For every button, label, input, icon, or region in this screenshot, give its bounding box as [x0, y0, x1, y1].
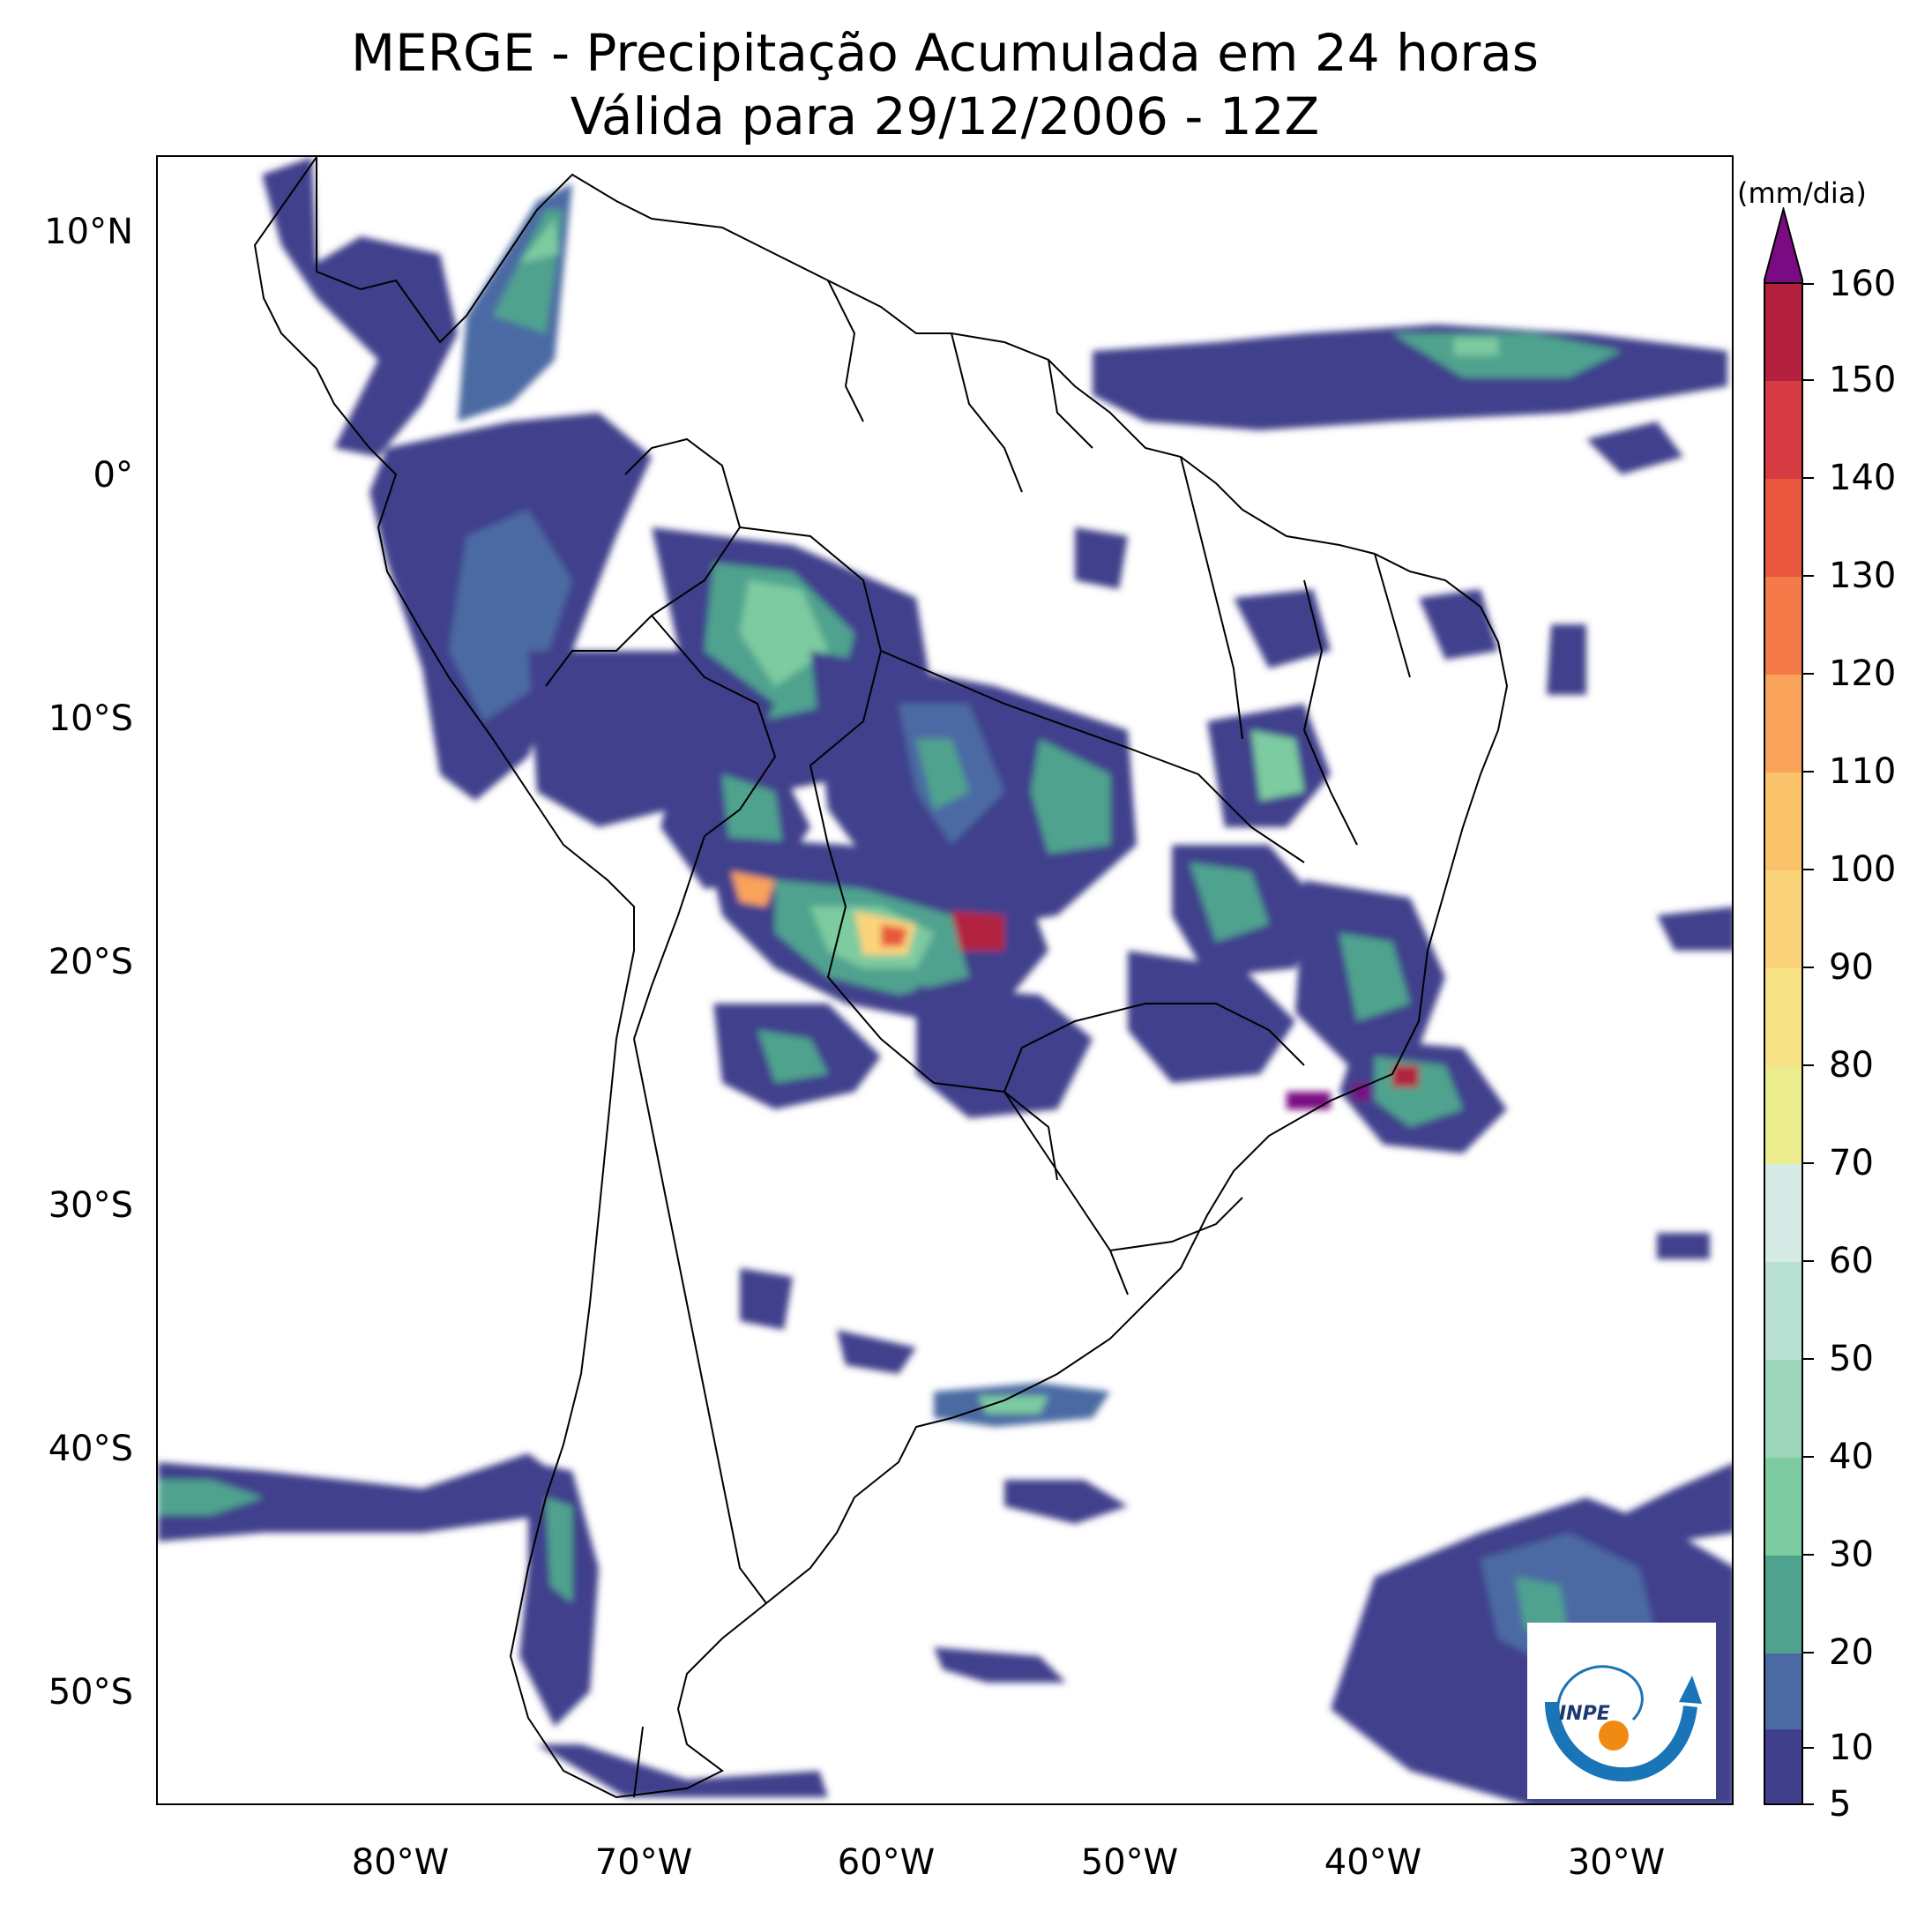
colorbar-tick-60: 60: [1829, 1241, 1874, 1281]
lat-label-0: 0°: [93, 455, 133, 496]
colorbar-tick-70: 70: [1829, 1143, 1874, 1183]
chart-title: MERGE - Precipitação Acumulada em 24 hor…: [351, 23, 1539, 83]
lon-label-80w: 80°W: [351, 1842, 450, 1883]
colorbar-levels: [1764, 283, 1803, 1805]
colorbar-tick-mark: [1803, 1260, 1814, 1262]
lon-label-40w: 40°W: [1324, 1842, 1422, 1883]
colorbar-tick-mark: [1803, 1652, 1814, 1653]
colorbar-tick-120: 120: [1829, 653, 1897, 694]
colorbar-tick-mark: [1803, 1554, 1814, 1556]
colorbar-tick-mark: [1803, 1064, 1814, 1066]
colorbar-tick-mark: [1803, 575, 1814, 577]
lon-label-30w: 30°W: [1567, 1842, 1666, 1883]
lon-label-70w: 70°W: [594, 1842, 693, 1883]
lat-label-40s: 40°S: [48, 1429, 133, 1469]
lon-label-60w: 60°W: [837, 1842, 936, 1883]
colorbar-tick-mark: [1803, 283, 1814, 285]
chart-subtitle: Válida para 29/12/2006 - 12Z: [570, 86, 1320, 146]
colorbar-tick-mark: [1803, 673, 1814, 675]
colorbar-tick-100: 100: [1829, 849, 1897, 890]
colorbar-unit: (mm/dia): [1737, 176, 1867, 210]
lat-label-30s: 30°S: [48, 1185, 133, 1226]
colorbar-tick-mark: [1803, 967, 1814, 968]
colorbar-tick-5: 5: [1829, 1784, 1852, 1825]
inpe-logo-text: INPE: [1559, 1703, 1610, 1725]
colorbar-tick-mark: [1803, 771, 1814, 773]
colorbar-tick-80: 80: [1829, 1045, 1874, 1086]
colorbar-tick-160: 160: [1829, 264, 1897, 304]
colorbar-tick-10: 10: [1829, 1728, 1874, 1768]
lat-label-10s: 10°S: [48, 698, 133, 739]
colorbar-tick-mark: [1803, 1162, 1814, 1164]
lat-label-20s: 20°S: [48, 942, 133, 982]
colorbar-tick-90: 90: [1829, 947, 1874, 988]
colorbar-tick-150: 150: [1829, 360, 1897, 400]
colorbar-tick-50: 50: [1829, 1339, 1874, 1379]
colorbar-tick-110: 110: [1829, 751, 1897, 792]
colorbar-tick-130: 130: [1829, 556, 1897, 596]
colorbar: [1764, 207, 1803, 1805]
inpe-logo: INPE: [1527, 1623, 1716, 1799]
country-borders: [253, 157, 1509, 1799]
map-panel: [156, 155, 1734, 1805]
lat-label-50s: 50°S: [48, 1672, 133, 1713]
colorbar-extend-arrow: [1764, 207, 1803, 284]
colorbar-tick-30: 30: [1829, 1534, 1874, 1575]
colorbar-tick-mark: [1803, 1747, 1814, 1749]
colorbar-tick-mark: [1803, 1456, 1814, 1458]
colorbar-tick-mark: [1803, 477, 1814, 479]
inpe-logo-graphic: INPE: [1545, 1665, 1702, 1782]
colorbar-tick-mark: [1803, 379, 1814, 381]
colorbar-tick-40: 40: [1829, 1437, 1874, 1477]
lon-label-50w: 50°W: [1080, 1842, 1179, 1883]
colorbar-tick-140: 140: [1829, 458, 1897, 498]
lat-label-10n: 10°N: [44, 212, 133, 252]
colorbar-tick-mark: [1803, 869, 1814, 870]
colorbar-tick-mark: [1803, 1358, 1814, 1360]
colorbar-tick-mark: [1803, 1803, 1814, 1805]
colorbar-tick-20: 20: [1829, 1632, 1874, 1673]
map-canvas: [158, 157, 1732, 1803]
precipitation-field: [158, 157, 1732, 1803]
